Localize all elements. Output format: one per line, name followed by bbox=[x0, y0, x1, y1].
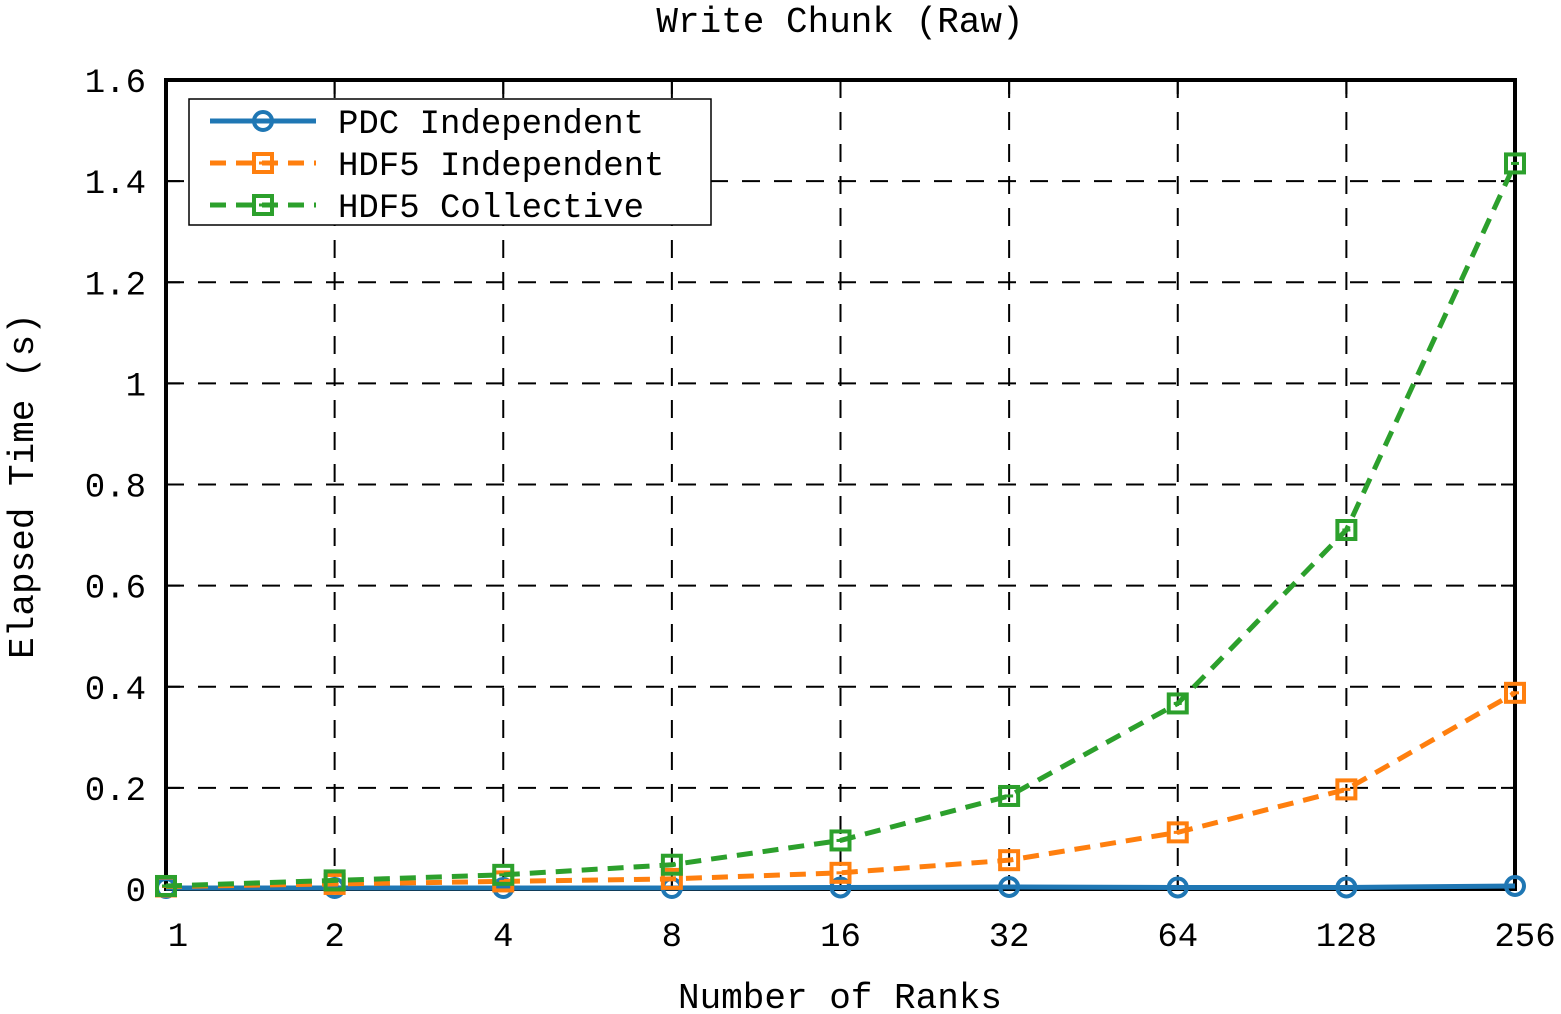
data-point bbox=[155, 874, 177, 897]
data-point bbox=[829, 861, 852, 884]
y-axis: 0 0.2 0.4 0.6 0.8 1 1.2 1.4 1.6 bbox=[85, 65, 1515, 912]
data-point bbox=[829, 876, 852, 899]
y-tick-label: 1.6 bbox=[85, 65, 146, 103]
series-hdf5-collective bbox=[155, 152, 1526, 897]
legend-label: HDF5 Independent bbox=[338, 148, 664, 186]
series-group bbox=[155, 152, 1526, 899]
x-tick-label: 64 bbox=[1157, 919, 1198, 957]
data-point bbox=[1504, 152, 1526, 175]
y-tick-label: 1 bbox=[126, 368, 146, 406]
series-line bbox=[165, 690, 1517, 889]
data-point bbox=[1166, 692, 1189, 715]
x-tick-label: 128 bbox=[1316, 919, 1377, 957]
legend: PDC Independent HDF5 Independent HDF5 Coll… bbox=[188, 98, 712, 228]
data-point bbox=[1335, 519, 1358, 542]
y-axis-label: Elapsed Time (s) bbox=[3, 313, 44, 659]
data-point bbox=[1335, 778, 1358, 801]
y-tick-label: 0.8 bbox=[85, 470, 146, 508]
data-point bbox=[1166, 821, 1189, 844]
x-tick-label: 8 bbox=[662, 919, 682, 957]
data-point bbox=[492, 863, 515, 886]
x-tick-label: 16 bbox=[820, 919, 861, 957]
grid bbox=[166, 80, 1515, 889]
series-line bbox=[165, 162, 1518, 889]
y-tick-label: 1.2 bbox=[85, 267, 146, 305]
data-point bbox=[1335, 876, 1358, 899]
y-tick-label: 1.4 bbox=[85, 166, 146, 204]
x-tick-label: 32 bbox=[989, 919, 1030, 957]
y-tick-label: 0.4 bbox=[85, 672, 146, 710]
data-point bbox=[1504, 681, 1526, 704]
legend-marker bbox=[252, 110, 274, 132]
x-tick-label: 4 bbox=[493, 919, 513, 957]
legend-marker bbox=[252, 152, 274, 174]
data-point bbox=[998, 875, 1021, 898]
legend-item: HDF5 Collective bbox=[210, 190, 644, 228]
data-point bbox=[323, 869, 346, 892]
y-tick-label: 0.2 bbox=[85, 773, 146, 811]
data-point bbox=[829, 829, 852, 852]
legend-item: PDC Independent bbox=[210, 106, 644, 144]
legend-label: HDF5 Collective bbox=[338, 190, 644, 228]
data-point bbox=[660, 867, 683, 890]
x-tick-label: 1 bbox=[168, 919, 188, 957]
legend-marker bbox=[252, 194, 274, 216]
data-point bbox=[998, 849, 1021, 872]
data-point bbox=[660, 853, 683, 876]
x-tick-label: 2 bbox=[324, 919, 344, 957]
legend-label: PDC Independent bbox=[338, 106, 644, 144]
x-axis-label: Number of Ranks bbox=[678, 978, 1002, 1014]
series-line bbox=[166, 883, 1516, 891]
chart-title: Write Chunk (Raw) bbox=[656, 2, 1023, 43]
y-tick-label: 0.6 bbox=[85, 571, 146, 609]
data-point bbox=[1504, 874, 1526, 897]
legend-item: HDF5 Independent bbox=[210, 148, 664, 186]
x-axis: 1 2 4 8 16 32 64 128 256 bbox=[165, 80, 1556, 957]
data-point bbox=[998, 784, 1021, 807]
y-tick-label: 0 bbox=[126, 874, 146, 912]
data-point bbox=[1166, 876, 1189, 899]
x-tick-label: 256 bbox=[1494, 919, 1555, 957]
